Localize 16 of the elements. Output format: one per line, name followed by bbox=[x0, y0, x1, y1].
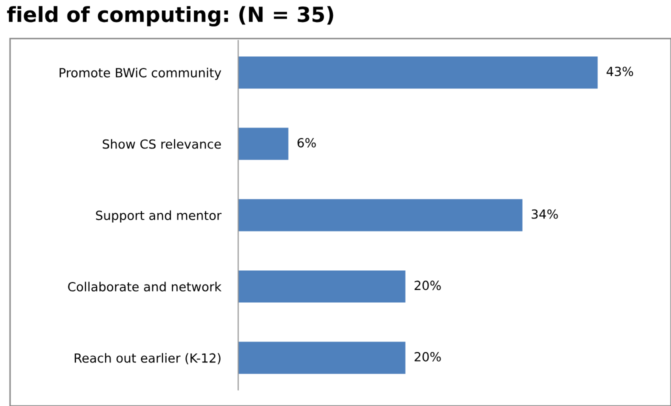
bar bbox=[238, 199, 522, 232]
bar bbox=[238, 56, 598, 89]
data-label: 20% bbox=[414, 280, 441, 290]
bar bbox=[238, 270, 406, 303]
y-tick-label: Collaborate and network bbox=[68, 282, 222, 292]
bar bbox=[238, 342, 406, 374]
data-label: 20% bbox=[414, 352, 441, 362]
data-label: 34% bbox=[532, 209, 558, 219]
y-tick-label: Promote BWiC community bbox=[60, 68, 222, 80]
y-tick-label: Reach out earlier (K-12) bbox=[74, 353, 220, 364]
bar bbox=[238, 128, 288, 160]
chart-title: field of computing: (N = 35) bbox=[7, 6, 334, 26]
y-tick-label: Show CS relevance bbox=[102, 139, 221, 149]
y-tick-label: Support and mentor bbox=[96, 210, 222, 223]
data-label: 6% bbox=[298, 138, 316, 148]
data-label: 43% bbox=[606, 66, 634, 76]
